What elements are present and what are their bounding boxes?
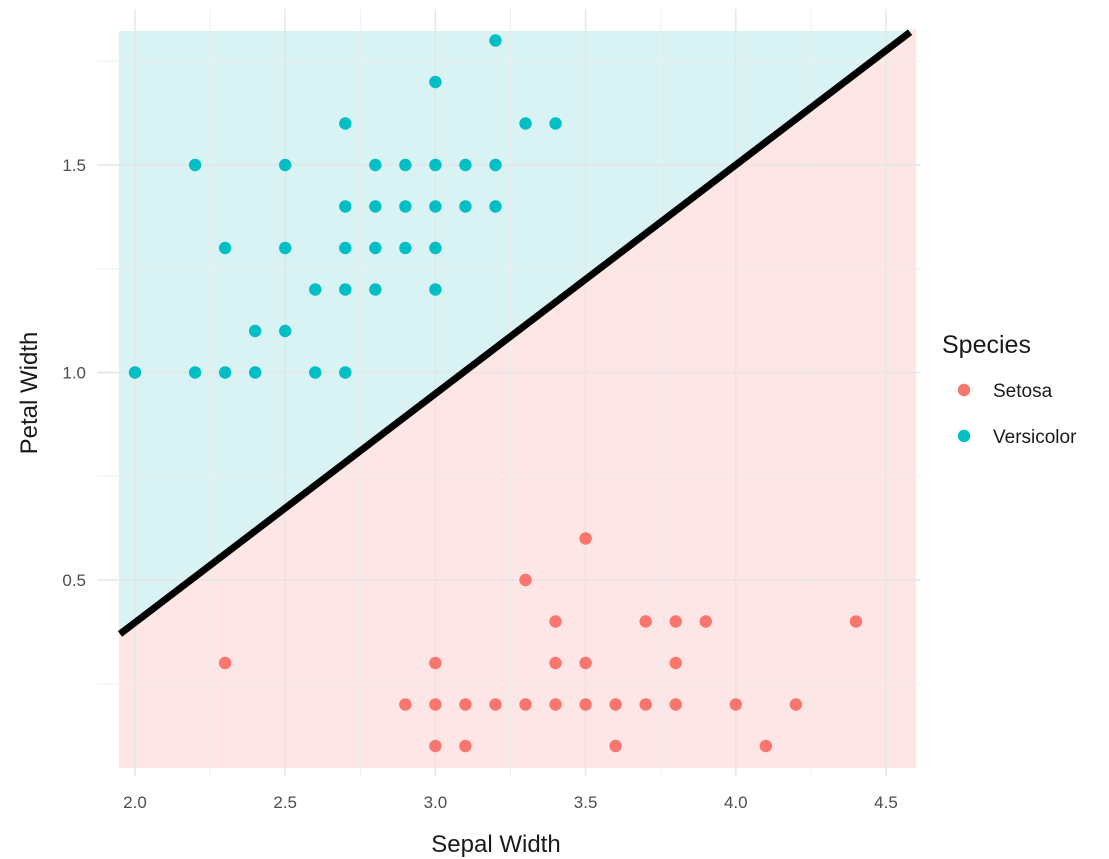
- point-setosa: [429, 698, 442, 711]
- point-versicolor: [248, 366, 262, 379]
- point-setosa: [429, 739, 442, 753]
- point-versicolor: [309, 283, 322, 296]
- point-setosa: [669, 698, 682, 711]
- point-versicolor: [489, 158, 502, 172]
- point-versicolor: [248, 324, 262, 338]
- point-setosa: [609, 739, 622, 753]
- x-tick-label: 2.0: [123, 793, 147, 812]
- point-versicolor: [369, 283, 382, 296]
- point-setosa: [549, 656, 562, 670]
- point-versicolor: [429, 75, 442, 89]
- point-versicolor: [279, 324, 292, 338]
- x-tick-label: 3.5: [574, 793, 598, 812]
- legend-label-setosa: Setosa: [993, 381, 1053, 402]
- point-setosa: [609, 698, 622, 711]
- point-versicolor: [279, 241, 292, 255]
- point-setosa: [489, 698, 502, 711]
- point-setosa: [639, 698, 652, 711]
- legend-key-setosa: [957, 383, 971, 397]
- point-versicolor: [339, 200, 352, 213]
- point-setosa: [549, 615, 562, 628]
- point-versicolor: [339, 117, 352, 130]
- x-tick-label: 4.0: [724, 793, 748, 812]
- gridlines: [97, 9, 920, 776]
- decision-boundary: [117, 29, 913, 637]
- point-versicolor: [429, 158, 442, 172]
- point-versicolor: [489, 200, 502, 213]
- point-setosa: [669, 615, 682, 628]
- point-setosa: [729, 698, 742, 711]
- point-setosa: [759, 739, 773, 753]
- point-setosa: [459, 698, 472, 711]
- y-axis-ticks: 0.5 1.0 1.5: [62, 156, 86, 590]
- point-setosa: [519, 573, 532, 587]
- x-axis-ticks: 2.0 2.5 3.0 3.5 4.0 4.5: [123, 793, 898, 812]
- decision-boundary-line: [117, 29, 913, 637]
- y-axis-title: Petal Width: [16, 332, 43, 455]
- point-versicolor: [369, 158, 382, 172]
- legend-title: Species: [942, 331, 1031, 359]
- point-versicolor: [369, 241, 382, 255]
- point-setosa: [399, 698, 412, 711]
- point-versicolor: [339, 283, 352, 296]
- legend-items: Setosa Versicolor: [957, 381, 1077, 448]
- point-setosa: [849, 615, 863, 628]
- point-setosa: [459, 739, 472, 753]
- point-versicolor: [128, 366, 142, 379]
- region-setosa: [119, 27, 916, 769]
- point-versicolor: [188, 366, 202, 379]
- point-setosa: [579, 656, 592, 670]
- point-setosa: [639, 615, 652, 628]
- point-versicolor: [399, 200, 412, 213]
- y-tick-label: 1.0: [62, 364, 86, 383]
- point-setosa: [429, 656, 442, 670]
- point-versicolor: [459, 200, 472, 213]
- decision-regions: [119, 27, 916, 769]
- x-tick-label: 2.5: [273, 793, 297, 812]
- point-setosa: [699, 615, 712, 628]
- point-versicolor: [549, 117, 562, 130]
- point-versicolor: [279, 158, 292, 172]
- point-versicolor: [429, 241, 442, 255]
- point-versicolor: [309, 366, 322, 379]
- x-tick-label: 3.0: [424, 793, 448, 812]
- point-versicolor: [218, 366, 232, 379]
- y-tick-label: 0.5: [62, 571, 86, 590]
- legend-key-versicolor: [957, 429, 971, 443]
- point-versicolor: [429, 200, 442, 213]
- point-setosa: [218, 656, 232, 670]
- point-versicolor: [339, 366, 352, 379]
- x-axis-title: Sepal Width: [431, 831, 560, 858]
- point-setosa: [789, 698, 803, 711]
- point-setosa: [579, 532, 592, 545]
- point-setosa: [519, 698, 532, 711]
- point-versicolor: [369, 200, 382, 213]
- point-versicolor: [459, 158, 472, 172]
- point-versicolor: [429, 283, 442, 296]
- point-versicolor: [218, 241, 232, 255]
- legend-label-versicolor: Versicolor: [993, 427, 1077, 448]
- point-versicolor: [188, 158, 202, 172]
- point-versicolor: [399, 158, 412, 172]
- x-tick-label: 4.5: [874, 793, 898, 812]
- point-setosa: [669, 656, 682, 670]
- data-points: [128, 34, 863, 753]
- point-versicolor: [339, 241, 352, 255]
- point-setosa: [579, 698, 592, 711]
- y-tick-label: 1.5: [62, 156, 86, 175]
- point-versicolor: [399, 241, 412, 255]
- legend: Species Setosa Versicolor: [942, 331, 1077, 448]
- point-setosa: [549, 698, 562, 711]
- point-versicolor: [519, 117, 532, 130]
- point-versicolor: [489, 34, 502, 47]
